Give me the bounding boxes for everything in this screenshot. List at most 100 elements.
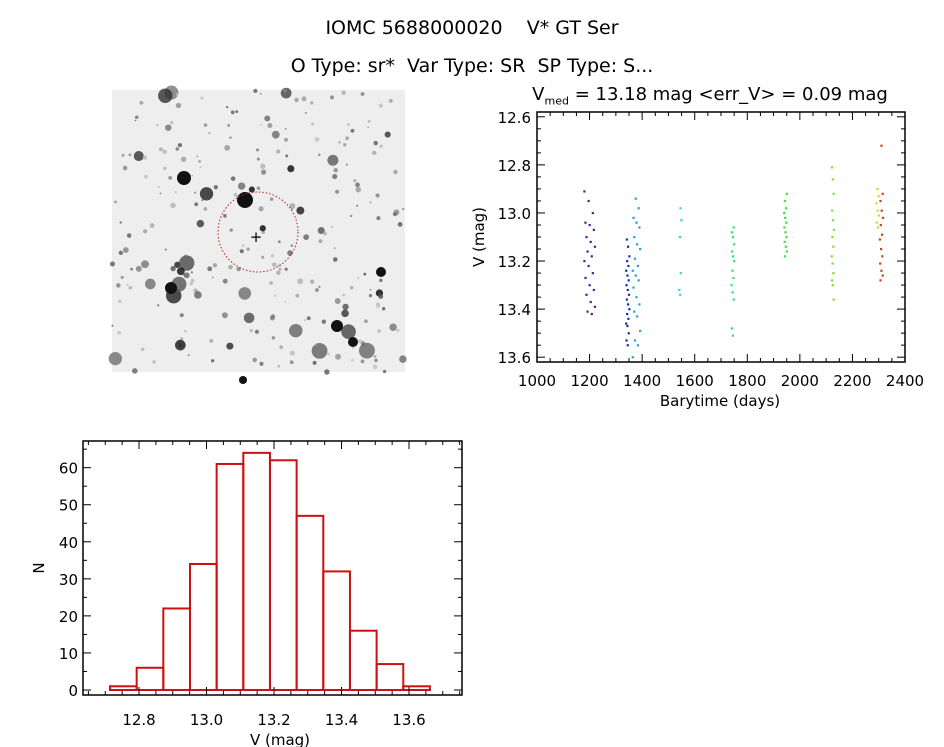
data-point — [586, 310, 589, 313]
star — [194, 202, 199, 207]
star — [253, 88, 258, 93]
star — [259, 225, 266, 232]
star — [271, 336, 276, 340]
star — [277, 240, 281, 244]
star — [229, 228, 233, 232]
star — [321, 319, 327, 324]
star — [111, 324, 114, 327]
histogram-bar — [215, 462, 245, 691]
data-point — [632, 216, 635, 219]
y-tick-label: 20 — [59, 608, 78, 626]
star — [335, 353, 342, 360]
star — [272, 262, 277, 267]
data-point — [635, 221, 638, 224]
star — [334, 298, 341, 304]
star — [382, 369, 387, 374]
star — [109, 261, 115, 267]
star — [260, 123, 263, 126]
star — [360, 92, 365, 96]
star — [209, 339, 214, 343]
data-point — [591, 211, 594, 215]
star — [261, 230, 266, 235]
star — [228, 264, 233, 270]
star — [284, 127, 287, 130]
star — [347, 123, 351, 127]
data-point — [879, 262, 882, 265]
star — [376, 216, 381, 221]
star — [378, 293, 384, 299]
y-tick-label: 30 — [59, 571, 78, 589]
star — [369, 288, 372, 291]
star — [165, 124, 172, 131]
star — [212, 263, 218, 268]
data-point — [784, 231, 787, 234]
star — [276, 270, 281, 275]
star — [318, 239, 323, 244]
star — [191, 174, 194, 177]
data-point — [731, 291, 734, 294]
data-point — [881, 192, 884, 195]
star — [324, 369, 330, 375]
star — [341, 324, 356, 340]
star — [363, 272, 367, 276]
y-tick-label: 13.0 — [498, 205, 531, 223]
star — [183, 272, 190, 279]
star — [369, 201, 372, 204]
star — [345, 163, 348, 166]
star — [175, 93, 179, 96]
data-point — [586, 250, 589, 253]
star — [144, 174, 148, 179]
lightcurve-title: Vmed = 13.18 mag <err_V> = 0.09 mag — [500, 84, 920, 108]
star — [295, 293, 300, 298]
star — [285, 154, 289, 158]
star — [237, 182, 246, 190]
data-point — [879, 199, 882, 203]
data-point — [588, 284, 591, 287]
data-point — [583, 190, 586, 193]
star — [333, 247, 336, 249]
star — [332, 174, 338, 180]
data-point — [732, 276, 735, 280]
y-tick-label: 0 — [68, 682, 78, 700]
data-point — [732, 226, 735, 229]
star — [132, 368, 138, 374]
data-point — [832, 272, 835, 275]
star — [318, 285, 321, 289]
target-cross-icon: + — [250, 228, 263, 246]
star — [310, 122, 315, 126]
star — [277, 364, 281, 368]
data-point — [730, 284, 733, 287]
star — [196, 219, 205, 228]
data-point — [626, 288, 629, 292]
star — [355, 186, 362, 193]
star — [221, 312, 228, 319]
star — [179, 313, 184, 318]
star — [379, 144, 383, 149]
star — [269, 197, 274, 201]
star — [290, 244, 294, 247]
data-point — [832, 298, 835, 301]
star — [174, 261, 181, 269]
data-point — [832, 192, 835, 195]
star — [364, 319, 368, 323]
star — [198, 160, 201, 163]
data-point — [583, 260, 586, 263]
star — [277, 263, 282, 268]
star — [177, 143, 182, 148]
bright-star — [348, 337, 358, 347]
star — [134, 115, 139, 120]
data-point — [731, 334, 735, 337]
star — [345, 136, 350, 141]
star — [179, 255, 195, 271]
star — [189, 281, 193, 286]
star — [211, 359, 215, 363]
data-point — [636, 264, 640, 268]
x-tick-label: 12.8 — [122, 711, 155, 729]
histogram-bar — [348, 629, 378, 691]
data-point — [627, 303, 630, 306]
star — [156, 124, 159, 127]
data-point — [732, 243, 736, 246]
